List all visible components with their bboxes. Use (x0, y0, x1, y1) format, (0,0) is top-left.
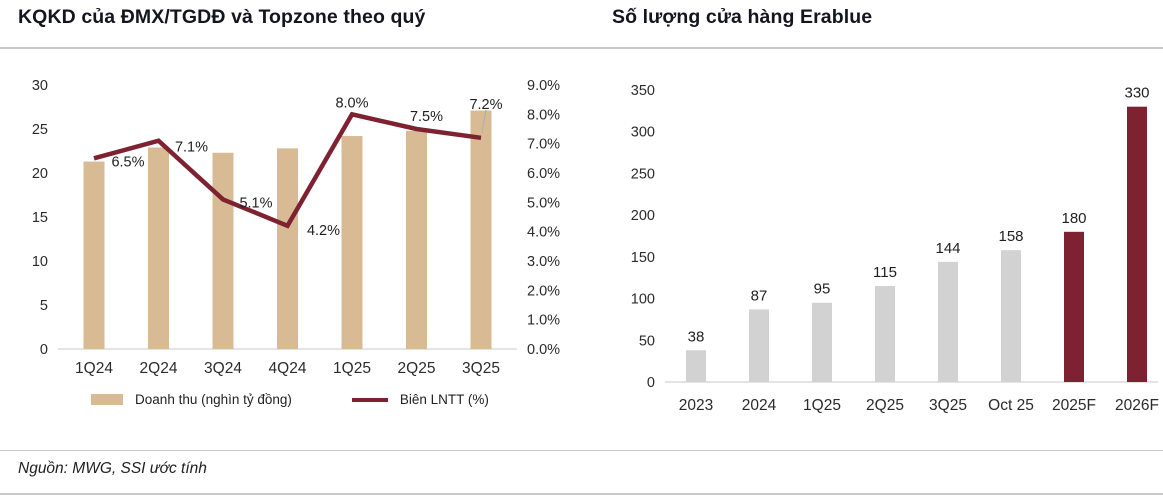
header-divider (0, 47, 1163, 49)
svg-text:144: 144 (935, 240, 960, 257)
legend-item-margin: Biên LNTT (%) (351, 392, 489, 407)
svg-text:10: 10 (32, 254, 48, 270)
svg-text:15: 15 (32, 210, 48, 226)
svg-text:0: 0 (40, 342, 48, 358)
svg-text:1.0%: 1.0% (527, 313, 560, 329)
svg-text:180: 180 (1061, 210, 1086, 227)
svg-text:25: 25 (32, 122, 48, 138)
svg-text:7.5%: 7.5% (410, 109, 443, 125)
svg-text:2.0%: 2.0% (527, 283, 560, 299)
svg-text:Oct 25: Oct 25 (988, 397, 1034, 414)
svg-text:0: 0 (647, 375, 655, 391)
svg-text:158: 158 (998, 228, 1023, 245)
svg-text:330: 330 (1124, 85, 1149, 102)
svg-text:9.0%: 9.0% (527, 78, 560, 94)
svg-text:50: 50 (639, 333, 655, 349)
svg-text:0.0%: 0.0% (527, 342, 560, 358)
legend-label-margin: Biên LNTT (%) (399, 392, 489, 407)
svg-text:1Q25: 1Q25 (333, 360, 371, 377)
svg-text:200: 200 (631, 208, 655, 224)
svg-text:1Q25: 1Q25 (803, 397, 841, 414)
svg-text:3Q25: 3Q25 (929, 397, 967, 414)
svg-text:4.2%: 4.2% (307, 223, 340, 239)
svg-text:115: 115 (873, 264, 897, 281)
svg-text:20: 20 (32, 166, 48, 182)
right-chart-title: Số lượng cửa hàng Erablue (612, 6, 873, 28)
svg-text:2Q25: 2Q25 (866, 397, 904, 414)
svg-text:2023: 2023 (679, 397, 713, 414)
svg-text:8.0%: 8.0% (527, 107, 560, 123)
svg-text:100: 100 (631, 292, 655, 308)
svg-text:1Q24: 1Q24 (75, 360, 113, 377)
legend-item-revenue: Doanh thu (nghìn tỷ đồng) (91, 392, 292, 407)
revenue-margin-chart: 0 5 10 15 20 25 30 0.0% 1.0% 2.0% 3.0% 4.0% 5.0% 6.0%… (32, 78, 560, 377)
svg-text:3Q25: 3Q25 (462, 360, 500, 377)
svg-text:150: 150 (631, 250, 655, 266)
svg-text:5: 5 (40, 298, 48, 314)
svg-text:38: 38 (688, 328, 705, 345)
svg-text:2025F: 2025F (1052, 397, 1096, 414)
svg-text:300: 300 (631, 125, 655, 141)
svg-text:7.0%: 7.0% (527, 137, 560, 153)
svg-text:4.0%: 4.0% (527, 225, 560, 241)
svg-text:2024: 2024 (742, 397, 777, 414)
legend-label-revenue: Doanh thu (nghìn tỷ đồng) (135, 392, 292, 407)
svg-text:7.1%: 7.1% (175, 140, 208, 156)
svg-text:2026F: 2026F (1115, 397, 1159, 414)
svg-text:30: 30 (32, 78, 48, 94)
erablue-store-chart: 0 50 100 150 200 250 300 350 38 87 95 115 144 158 180 3… (631, 83, 1159, 414)
bottom-divider (0, 493, 1163, 495)
revenue-bar-swatch (91, 394, 124, 405)
svg-text:87: 87 (751, 287, 768, 304)
svg-text:5.1%: 5.1% (239, 195, 272, 211)
margin-line-swatch (351, 397, 388, 402)
svg-text:4Q24: 4Q24 (269, 360, 307, 377)
source-note: Nguồn: MWG, SSI ước tính (18, 460, 207, 477)
left-chart-legend: Doanh thu (nghìn tỷ đồng) Biên LNTT (%) (10, 392, 570, 407)
svg-text:350: 350 (631, 83, 655, 99)
svg-text:8.0%: 8.0% (335, 95, 368, 111)
svg-text:6.0%: 6.0% (527, 166, 560, 182)
svg-text:6.5%: 6.5% (111, 154, 144, 170)
svg-text:3Q24: 3Q24 (204, 360, 242, 377)
footer-divider (0, 450, 1163, 451)
svg-text:5.0%: 5.0% (527, 195, 560, 211)
svg-text:3.0%: 3.0% (527, 254, 560, 270)
svg-text:250: 250 (631, 166, 655, 182)
svg-text:95: 95 (814, 281, 831, 298)
svg-text:2Q24: 2Q24 (140, 360, 178, 377)
svg-text:7.2%: 7.2% (469, 97, 502, 113)
left-chart-title: KQKD của ĐMX/TGDĐ và Topzone theo quý (18, 6, 426, 28)
svg-text:2Q25: 2Q25 (398, 360, 436, 377)
